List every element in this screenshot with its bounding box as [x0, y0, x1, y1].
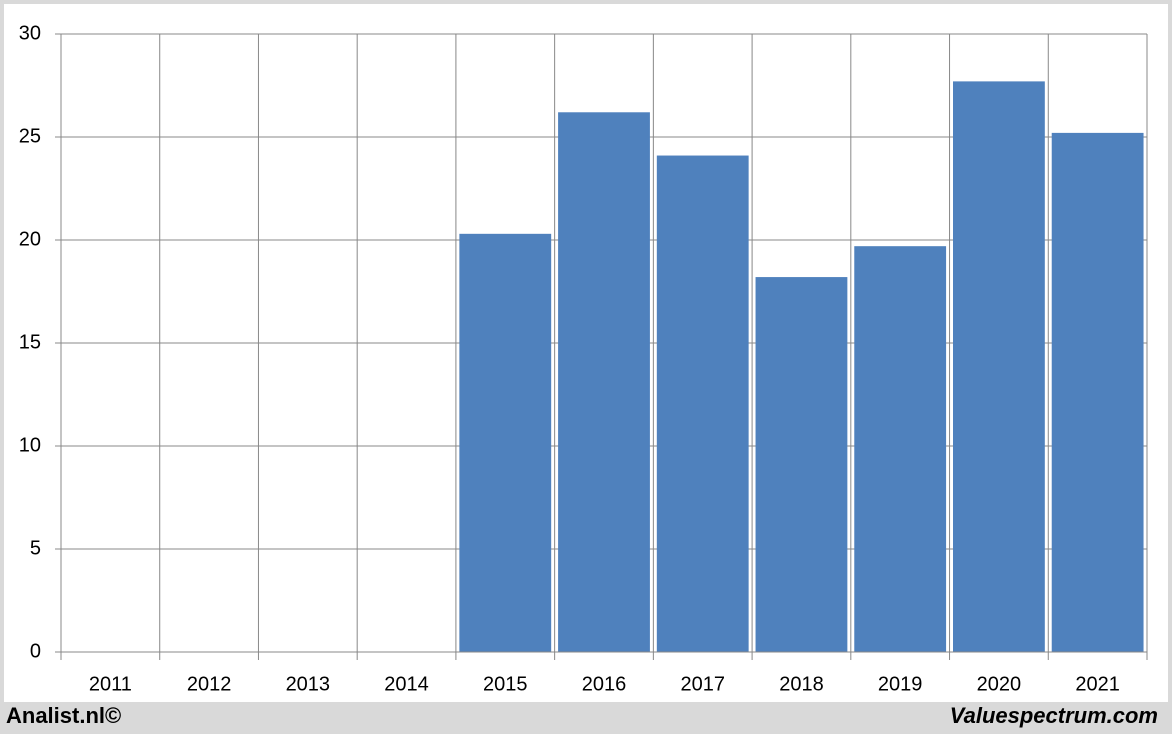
y-tick-label: 20 — [19, 228, 41, 250]
y-tick-label: 0 — [30, 640, 41, 662]
x-tick-label: 2012 — [187, 673, 232, 695]
y-tick-label: 25 — [19, 125, 41, 147]
bar — [953, 81, 1045, 652]
y-tick-label: 10 — [19, 434, 41, 456]
bar — [656, 155, 749, 653]
footer-left: Analist.nl© — [6, 703, 121, 728]
bar — [459, 233, 552, 652]
x-tick-label: 2016 — [582, 673, 627, 695]
bar — [854, 246, 947, 652]
x-tick-label: 2019 — [878, 673, 923, 695]
y-tick-label: 15 — [19, 331, 41, 353]
bar — [558, 112, 650, 652]
x-tick-label: 2020 — [977, 673, 1022, 695]
x-tick-label: 2017 — [680, 673, 725, 695]
bar — [755, 277, 848, 652]
x-tick-label: 2011 — [89, 673, 132, 695]
x-tick-label: 2014 — [384, 673, 429, 695]
x-tick-label: 2021 — [1075, 673, 1120, 695]
x-tick-label: 2013 — [286, 673, 331, 695]
bar — [1051, 132, 1144, 652]
x-tick-label: 2018 — [779, 673, 824, 695]
footer-right: Valuespectrum.com — [950, 703, 1158, 728]
y-tick-label: 30 — [19, 22, 41, 44]
y-tick-label: 5 — [30, 537, 41, 559]
x-tick-label: 2015 — [483, 673, 528, 695]
